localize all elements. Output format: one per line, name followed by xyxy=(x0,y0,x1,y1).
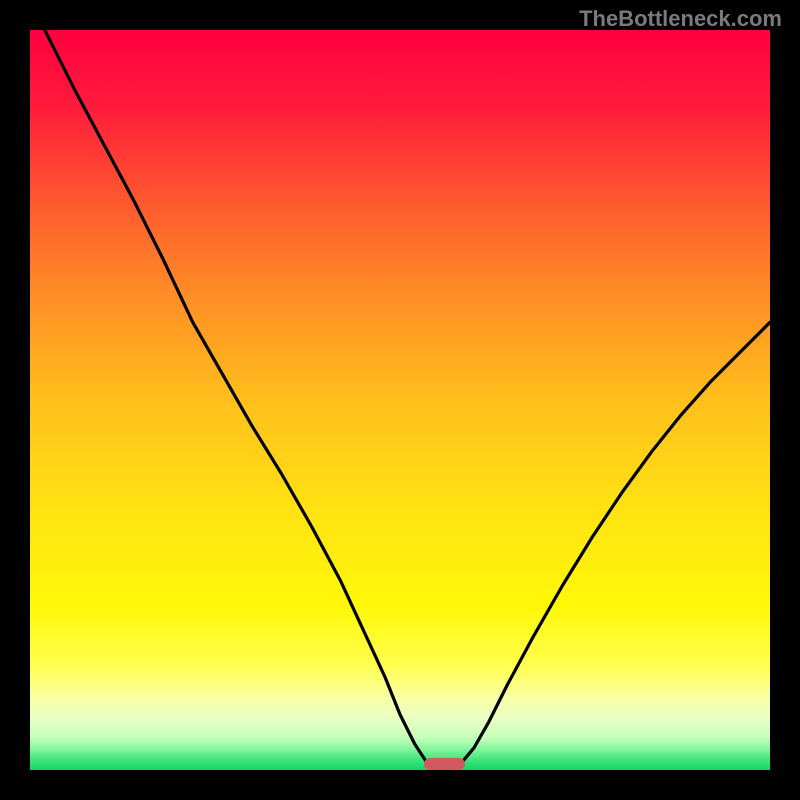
plot-area xyxy=(30,30,770,770)
watermark-text: TheBottleneck.com xyxy=(579,6,782,32)
chart-container: TheBottleneck.com xyxy=(0,0,800,800)
bottleneck-curve xyxy=(30,30,770,770)
optimal-marker xyxy=(424,758,465,770)
curve-path xyxy=(45,30,770,768)
